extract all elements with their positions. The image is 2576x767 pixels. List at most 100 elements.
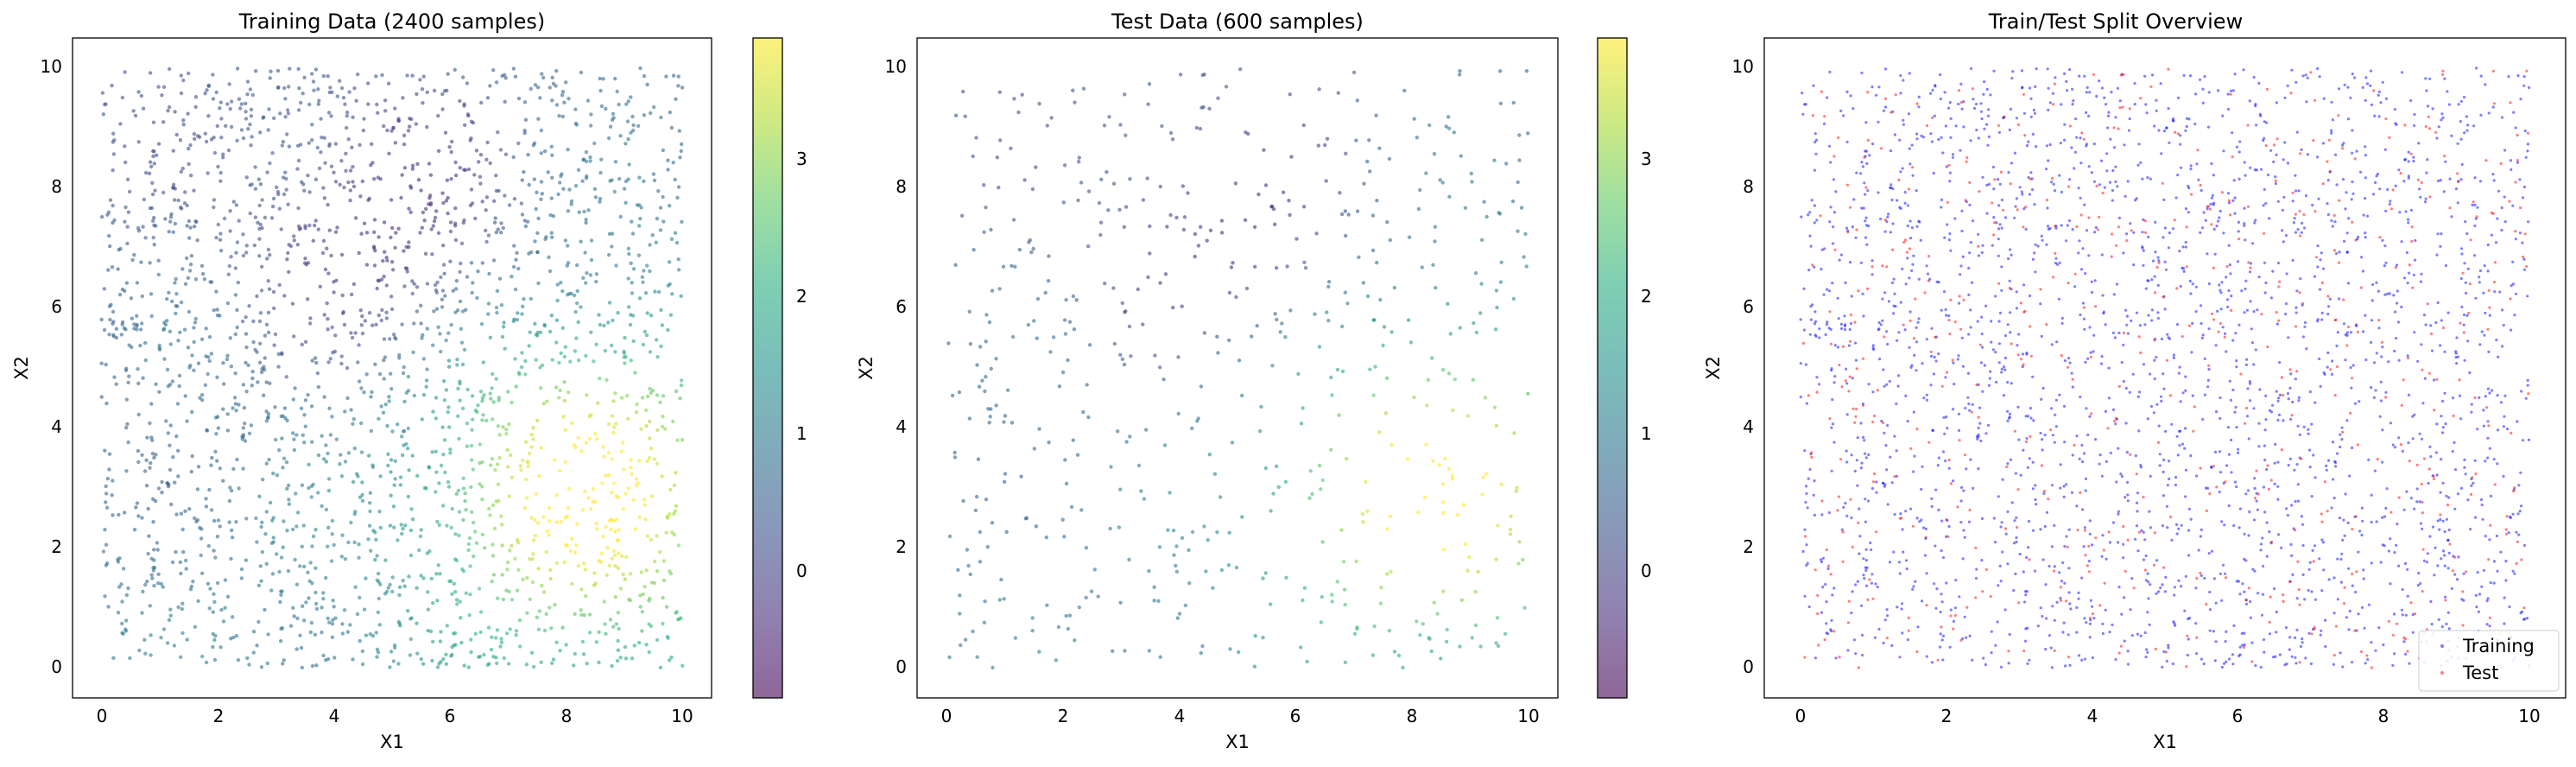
training-point (302, 564, 307, 569)
training-point (588, 159, 592, 163)
overview-training-point (2303, 320, 2307, 325)
training-cbar-tick-0: 0 (796, 561, 807, 581)
training-point (585, 270, 589, 276)
test-point (1081, 86, 1086, 91)
training-point (432, 219, 437, 224)
training-point (406, 374, 411, 379)
training-point (475, 295, 479, 301)
overview-training-point (1852, 638, 1857, 642)
overview-training-point (1856, 436, 1859, 440)
overview-training-point (2303, 325, 2307, 328)
overview-training-point (2396, 320, 2401, 324)
overview-training-point (2343, 534, 2346, 537)
training-point (671, 161, 675, 165)
training-point (389, 198, 394, 202)
overview-training-point (2349, 365, 2352, 370)
overview-training-point (2111, 331, 2115, 334)
test-point (1180, 184, 1186, 188)
training-point (676, 84, 680, 88)
overview-training-point (1804, 500, 1807, 504)
training-point (132, 252, 136, 257)
overview-training-point (2235, 359, 2238, 363)
training-point (484, 228, 488, 233)
training-point (156, 486, 161, 491)
training-point (658, 206, 663, 210)
training-point (102, 287, 107, 291)
overview-training-point (2000, 521, 2003, 524)
training-point (494, 636, 498, 640)
training-point (505, 567, 510, 572)
training-point (287, 502, 292, 506)
test-point (1270, 364, 1275, 368)
overview-training-point (1908, 345, 1911, 349)
overview-training-point (2009, 331, 2012, 334)
test-point (1171, 305, 1175, 310)
test-point (1246, 131, 1250, 136)
overview-training-point (2377, 289, 2380, 293)
overview-training-point (2021, 193, 2024, 196)
training-point (401, 527, 405, 531)
overview-training-point (1820, 513, 1824, 517)
training-point (182, 201, 187, 206)
overview-training-point (2379, 101, 2383, 105)
overview-training-point (2473, 224, 2477, 228)
training-point (624, 102, 629, 106)
overview-training-point (1833, 375, 1837, 378)
test-point (1002, 597, 1006, 601)
training-point (599, 551, 604, 555)
training-point (157, 343, 161, 348)
training-point (478, 630, 483, 635)
training-point (258, 182, 263, 187)
test-point (965, 548, 970, 552)
training-point (330, 622, 335, 626)
overview-training-point (2100, 86, 2104, 90)
training-point (167, 290, 171, 295)
training-point (185, 224, 189, 228)
training-point (623, 577, 628, 581)
training-point (140, 453, 144, 457)
training-point (321, 73, 326, 79)
training-point (514, 629, 519, 633)
training-point (276, 364, 281, 369)
test-point (1158, 655, 1163, 659)
training-point (592, 141, 597, 146)
overview-training-point (1958, 595, 1961, 599)
overview-training-point (2162, 458, 2166, 462)
training-point (385, 258, 389, 263)
overview-training-point (2091, 656, 2094, 660)
training-point (179, 511, 184, 516)
overview-training-point (2457, 555, 2460, 559)
overview-training-point (2194, 586, 2198, 590)
overview-training-point (2333, 220, 2337, 224)
training-point (218, 238, 223, 242)
test-point (1215, 530, 1219, 535)
overview-training-point (2180, 166, 2183, 169)
overview-training-point (2055, 340, 2059, 344)
overview-training-point (2512, 111, 2516, 114)
overview-training-point (2081, 301, 2085, 305)
test-point (971, 629, 975, 634)
training-point (668, 110, 673, 115)
test-point (1118, 352, 1123, 357)
training-point (634, 410, 639, 415)
training-point (459, 241, 465, 245)
overview-training-point (2174, 523, 2179, 527)
training-point (258, 564, 263, 568)
overview-training-point (1828, 220, 1832, 224)
overview-training-point (1966, 371, 1971, 375)
overview-training-point (2013, 151, 2016, 155)
overview-training-point (1949, 608, 1953, 612)
overview-training-point (2401, 71, 2404, 74)
overview-training-point (1949, 117, 1953, 120)
test-point (1032, 319, 1036, 323)
training-point (268, 253, 272, 257)
training-point (231, 615, 235, 619)
training-point (260, 198, 264, 202)
training-point (547, 86, 552, 90)
training-point (437, 523, 441, 527)
overview-training-point (2215, 410, 2218, 414)
training-point (421, 101, 425, 105)
overview-training-point (2332, 497, 2336, 500)
training-point (610, 244, 614, 249)
